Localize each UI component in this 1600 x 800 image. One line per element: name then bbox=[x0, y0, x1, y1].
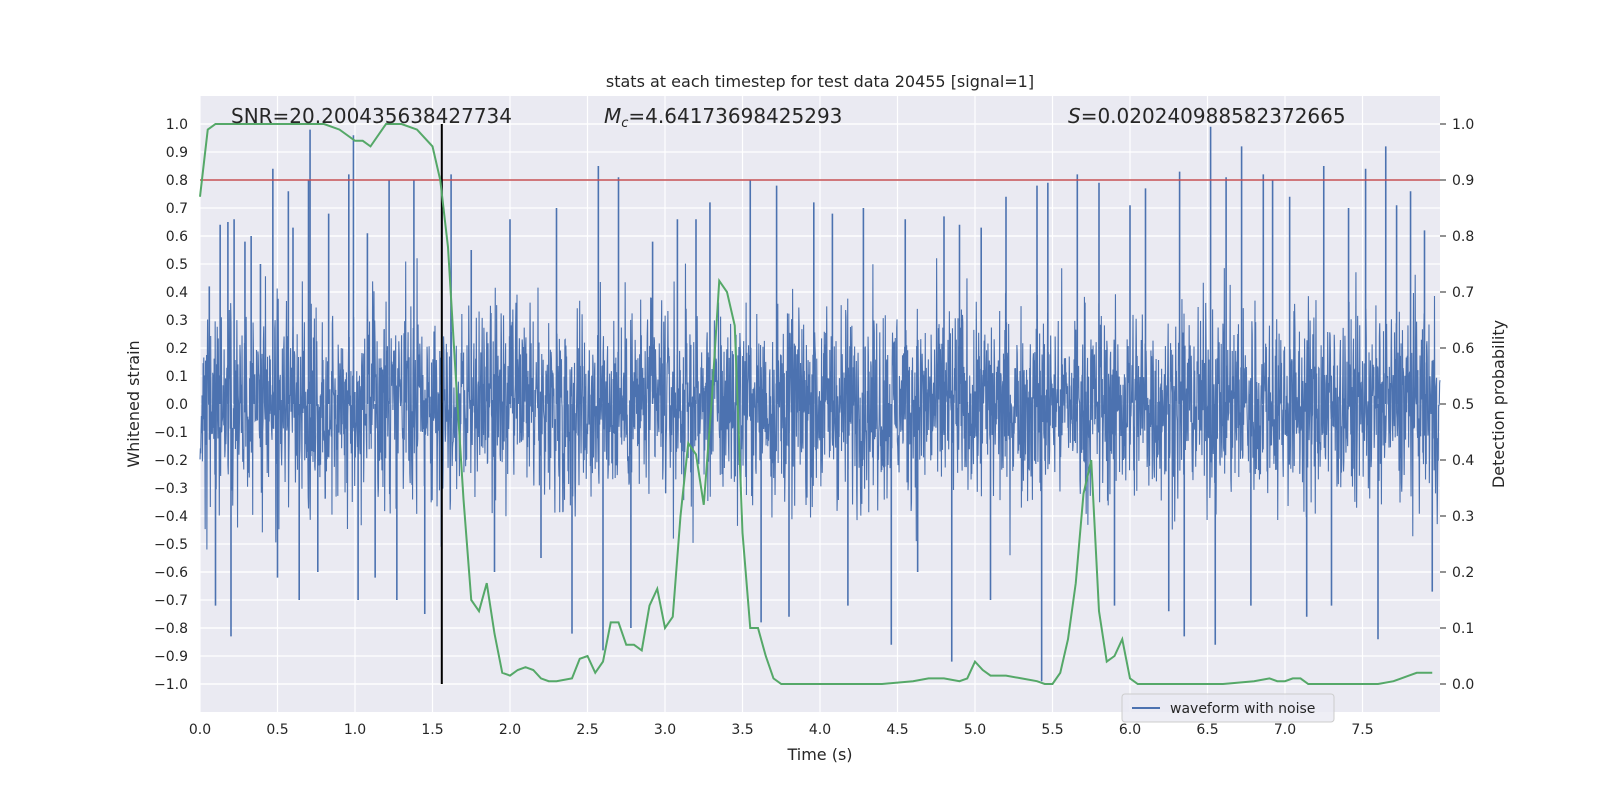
y-tick-label: −0.6 bbox=[154, 565, 188, 581]
x-tick-label: 2.0 bbox=[499, 722, 521, 738]
y-tick-label: −0.2 bbox=[154, 453, 188, 469]
y-tick-label: 0.3 bbox=[166, 313, 188, 329]
chart-title: stats at each timestep for test data 204… bbox=[606, 72, 1034, 91]
chirp-mass-symbol: M bbox=[604, 104, 621, 128]
x-tick-label: 6.5 bbox=[1196, 722, 1218, 738]
legend: waveform with noise bbox=[1121, 693, 1335, 723]
y2-tick-label: 0.1 bbox=[1452, 621, 1474, 637]
detection-probability-line bbox=[199, 123, 1433, 685]
y2-tick-label: 1.0 bbox=[1452, 117, 1474, 133]
y2-axis-label: Detection probability bbox=[1489, 320, 1508, 488]
y-tick-label: 0.0 bbox=[166, 397, 188, 413]
y-tick-label: −0.8 bbox=[154, 621, 188, 637]
s-annotation: S=0.020240988582372665 bbox=[1068, 104, 1346, 128]
x-tick-label: 7.5 bbox=[1351, 722, 1373, 738]
y-tick-label: −0.1 bbox=[154, 425, 188, 441]
y-tick-label: 0.2 bbox=[166, 341, 188, 357]
y-tick-label: 0.7 bbox=[166, 201, 188, 217]
y-tick-label: 1.0 bbox=[166, 117, 188, 133]
snr-annotation: SNR=20.200435638427734 bbox=[231, 104, 512, 128]
x-tick-label: 1.5 bbox=[421, 722, 443, 738]
y-tick-label: 0.1 bbox=[166, 369, 188, 385]
y-tick-label: 0.6 bbox=[166, 229, 188, 245]
y-tick-label: 0.8 bbox=[166, 173, 188, 189]
y2-tick-label: 0.6 bbox=[1452, 341, 1474, 357]
ticks: 0.0 0.5 1.0 1.5 2.0 2.5 3.0 3.5 4.0 4.5 5.0 5.5 6.0 6… bbox=[154, 117, 1474, 738]
chirp-mass-value: =4.64173698425293 bbox=[628, 104, 842, 128]
y2-tick-label: 0.8 bbox=[1452, 229, 1474, 245]
x-axis-label: Time (s) bbox=[786, 745, 852, 764]
waveform-line bbox=[199, 258, 1441, 556]
y2-tick-label: 0.5 bbox=[1452, 397, 1474, 413]
x-tick-label: 4.5 bbox=[886, 722, 908, 738]
y2-tick-label: 0.2 bbox=[1452, 565, 1474, 581]
legend-entry-label: waveform with noise bbox=[1170, 701, 1315, 717]
y2-tick-label: 0.9 bbox=[1452, 173, 1474, 189]
overlay bbox=[199, 123, 1440, 685]
x-tick-label: 3.5 bbox=[731, 722, 753, 738]
x-tick-label: 1.0 bbox=[344, 722, 366, 738]
x-tick-label: 3.0 bbox=[654, 722, 676, 738]
legend-frame bbox=[1121, 693, 1335, 723]
chirp-mass-subscript: c bbox=[621, 116, 628, 131]
x-tick-label: 0.5 bbox=[266, 722, 288, 738]
y-tick-label: 0.4 bbox=[166, 285, 188, 301]
x-tick-label: 5.0 bbox=[964, 722, 986, 738]
y-tick-label: −0.4 bbox=[154, 509, 188, 525]
y2-tick-label: 0.3 bbox=[1452, 509, 1474, 525]
x-tick-label: 6.0 bbox=[1119, 722, 1141, 738]
s-symbol: S bbox=[1068, 104, 1081, 128]
y-tick-label: −0.9 bbox=[154, 649, 188, 665]
y2-tick-label: 0.7 bbox=[1452, 285, 1474, 301]
y-tick-label: −0.5 bbox=[154, 537, 188, 553]
y-tick-label: 0.9 bbox=[166, 145, 188, 161]
y-tick-label: −0.7 bbox=[154, 593, 188, 609]
chirp-mass-annotation: Mc=4.64173698425293 bbox=[604, 104, 842, 131]
y2-tick-label: 0.4 bbox=[1452, 453, 1474, 469]
y-tick-label: −0.3 bbox=[154, 481, 188, 497]
y-tick-label: −1.0 bbox=[154, 677, 188, 693]
y2-tick-label: 0.0 bbox=[1452, 677, 1474, 693]
y-axis-label: Whitened strain bbox=[124, 340, 143, 467]
x-tick-label: 4.0 bbox=[809, 722, 831, 738]
x-tick-label: 0.0 bbox=[189, 722, 211, 738]
x-tick-label: 7.0 bbox=[1274, 722, 1296, 738]
x-tick-label: 5.5 bbox=[1041, 722, 1063, 738]
x-tick-label: 2.5 bbox=[576, 722, 598, 738]
s-value: =0.020240988582372665 bbox=[1081, 104, 1346, 128]
y-tick-label: 0.5 bbox=[166, 257, 188, 273]
